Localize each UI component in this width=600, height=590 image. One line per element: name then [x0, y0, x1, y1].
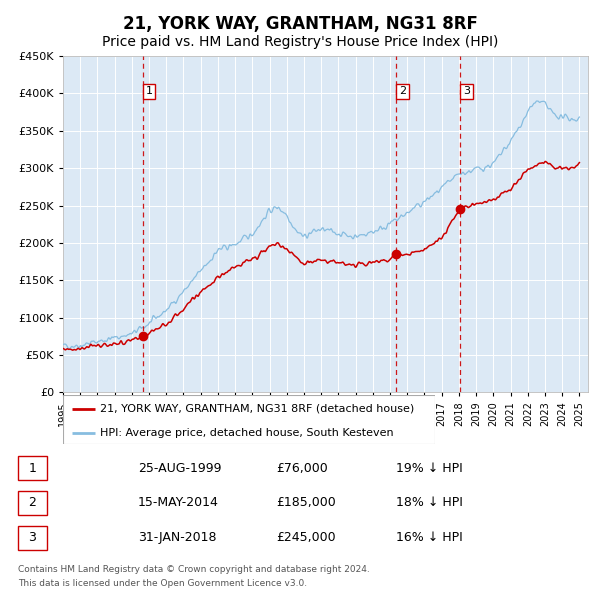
- Text: £185,000: £185,000: [276, 496, 336, 510]
- Text: £245,000: £245,000: [276, 532, 335, 545]
- Text: HPI: Average price, detached house, South Kesteven: HPI: Average price, detached house, Sout…: [100, 428, 394, 438]
- FancyBboxPatch shape: [18, 526, 47, 550]
- FancyBboxPatch shape: [63, 395, 435, 444]
- Text: 25-AUG-1999: 25-AUG-1999: [138, 461, 221, 474]
- Text: 2: 2: [399, 86, 406, 96]
- Text: 19% ↓ HPI: 19% ↓ HPI: [396, 461, 463, 474]
- Text: £76,000: £76,000: [276, 461, 328, 474]
- Text: 2: 2: [28, 496, 37, 510]
- Text: 15-MAY-2014: 15-MAY-2014: [138, 496, 219, 510]
- Text: 1: 1: [28, 461, 37, 474]
- Text: 21, YORK WAY, GRANTHAM, NG31 8RF (detached house): 21, YORK WAY, GRANTHAM, NG31 8RF (detach…: [100, 404, 415, 414]
- FancyBboxPatch shape: [18, 491, 47, 515]
- Text: 1: 1: [146, 86, 152, 96]
- Text: 21, YORK WAY, GRANTHAM, NG31 8RF: 21, YORK WAY, GRANTHAM, NG31 8RF: [122, 15, 478, 33]
- Text: Price paid vs. HM Land Registry's House Price Index (HPI): Price paid vs. HM Land Registry's House …: [102, 35, 498, 50]
- Text: This data is licensed under the Open Government Licence v3.0.: This data is licensed under the Open Gov…: [18, 579, 307, 588]
- Text: Contains HM Land Registry data © Crown copyright and database right 2024.: Contains HM Land Registry data © Crown c…: [18, 565, 370, 574]
- Text: 18% ↓ HPI: 18% ↓ HPI: [396, 496, 463, 510]
- Text: 3: 3: [28, 532, 37, 545]
- Text: 31-JAN-2018: 31-JAN-2018: [138, 532, 217, 545]
- Text: 16% ↓ HPI: 16% ↓ HPI: [396, 532, 463, 545]
- Text: 3: 3: [463, 86, 470, 96]
- FancyBboxPatch shape: [18, 456, 47, 480]
